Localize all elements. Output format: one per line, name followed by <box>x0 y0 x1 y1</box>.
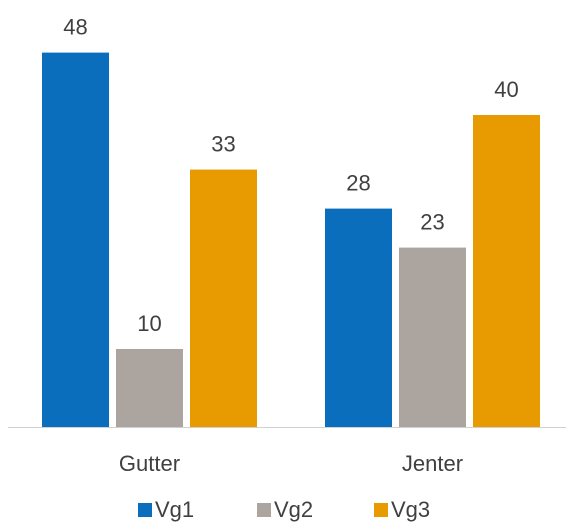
x-tick-label: Gutter <box>119 451 180 476</box>
bar <box>42 52 109 427</box>
data-label: 28 <box>346 170 370 195</box>
bar <box>399 247 466 427</box>
bar <box>116 349 183 427</box>
data-label: 40 <box>494 77 518 102</box>
legend-swatch <box>138 503 152 517</box>
legend-label: Vg2 <box>274 497 313 522</box>
bar <box>473 115 540 427</box>
bar <box>190 169 257 427</box>
legend-label: Vg1 <box>155 497 194 522</box>
legend-label: Vg3 <box>391 497 430 522</box>
legend-swatch <box>257 503 271 517</box>
data-label: 48 <box>63 14 87 39</box>
legend-swatch <box>374 503 388 517</box>
data-label: 23 <box>420 209 444 234</box>
x-tick-label: Jenter <box>402 451 463 476</box>
data-label: 33 <box>211 131 235 156</box>
bar <box>325 208 392 427</box>
data-label: 10 <box>137 311 161 336</box>
